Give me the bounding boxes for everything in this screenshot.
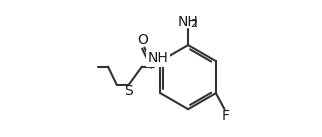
- Text: NH: NH: [148, 51, 169, 65]
- Text: F: F: [221, 109, 229, 123]
- Text: NH: NH: [177, 15, 198, 29]
- Text: O: O: [137, 33, 148, 47]
- Text: S: S: [124, 84, 133, 98]
- Text: 2: 2: [191, 19, 198, 29]
